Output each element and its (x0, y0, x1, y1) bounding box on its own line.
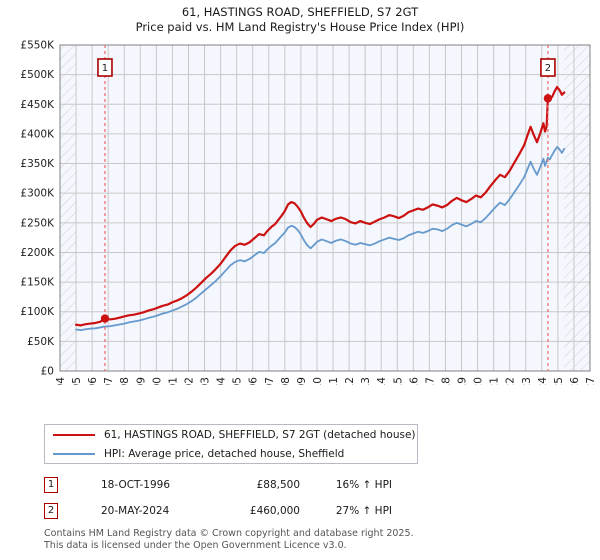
no-data-hatched-region (564, 45, 590, 371)
y-axis-tick-label: £100K (20, 306, 55, 318)
series-line-price-paid (74, 85, 566, 327)
plot-frame (59, 44, 591, 372)
x-axis-tick-label: 2015 (392, 377, 404, 385)
legend-item-hpi: HPI: Average price, detached house, Shef… (45, 444, 417, 463)
x-axis-tick-label: 2013 (360, 377, 372, 385)
x-axis-tick-label: 2024 (537, 377, 549, 385)
x-axis-tick-label: 2011 (328, 377, 340, 385)
y-axis-tick-label: £200K (20, 247, 55, 259)
x-axis-tick-label: 2000 (151, 377, 163, 385)
transaction-hpi-delta: 27% ↑ HPI (335, 505, 392, 517)
x-axis-tick-label: 2020 (473, 377, 485, 385)
footer-attribution: Contains HM Land Registry data © Crown c… (44, 528, 584, 551)
transaction-date: 20-MAY-2024 (101, 505, 170, 517)
table-row: 2 20-MAY-2024 £460,000 27% ↑ HPI (44, 498, 464, 524)
transaction-price: £460,000 (249, 505, 300, 517)
y-axis-tick-label: £500K (20, 69, 55, 81)
x-axis-tick-label: 2022 (505, 377, 517, 385)
transaction-date: 18-OCT-1996 (101, 479, 170, 491)
legend-label-price-paid: 61, HASTINGS ROAD, SHEFFIELD, S7 2GT (de… (104, 428, 416, 441)
x-axis-tick-label: 2019 (457, 377, 469, 385)
y-axis-tick-label: £350K (20, 158, 55, 170)
y-axis-tick-label: £400K (20, 128, 55, 140)
no-data-hatched-region (60, 45, 77, 371)
x-axis-tick-label: 1994 (55, 377, 67, 385)
y-axis-tick-label: £300K (20, 188, 55, 200)
y-axis-tick-label: £450K (20, 99, 55, 111)
event-marker-badge[interactable] (540, 58, 556, 77)
x-axis-tick-label: 2007 (264, 377, 276, 385)
page-title: 61, HASTINGS ROAD, SHEFFIELD, S7 2GT (181, 5, 419, 19)
footer-copyright-line: Contains HM Land Registry data © Crown c… (44, 528, 414, 539)
footer-licence-line: This data is licensed under the Open Gov… (44, 539, 347, 551)
x-axis-tick-label: 2012 (344, 377, 356, 385)
y-axis-tick-label: £550K (20, 40, 55, 52)
table-row: 1 18-OCT-1996 £88,500 16% ↑ HPI (44, 472, 464, 498)
x-axis-tick-label: 2009 (296, 377, 308, 385)
x-axis-tick-label: 2005 (232, 377, 244, 385)
event-marker-dot (543, 94, 553, 103)
event-marker-badge-label: 1 (102, 63, 108, 74)
x-axis-tick-label: 2026 (569, 377, 581, 385)
x-axis-tick-label: 1998 (119, 377, 131, 385)
x-axis-tick-label: 2018 (440, 377, 452, 385)
y-axis-tick-label: £0 (41, 366, 54, 378)
transaction-hpi-delta: 16% ↑ HPI (335, 479, 392, 491)
x-axis-tick-label: 2001 (167, 377, 179, 385)
x-axis-tick-label: 2023 (521, 377, 533, 385)
chart-plot-area: £0 £50K £100K £150K £200K £250K £300K £350K £400… (0, 40, 600, 385)
event-marker-badge[interactable] (97, 58, 113, 77)
x-axis-tick-label: 2003 (200, 377, 212, 385)
y-axis-tick-label: £250K (20, 217, 55, 229)
x-axis-tick-label: 2021 (489, 377, 501, 385)
x-axis-tick-label: 2017 (424, 377, 436, 385)
legend-swatch-price-paid (53, 433, 95, 436)
price-history-chart: £0 £50K £100K £150K £200K £250K £300K £350K £400… (20, 40, 597, 385)
x-axis-tick-label: 2014 (376, 377, 388, 385)
x-axis-tick-label: 2010 (312, 377, 324, 385)
legend-item-price-paid: 61, HASTINGS ROAD, SHEFFIELD, S7 2GT (de… (45, 425, 417, 444)
x-axis-tick-label: 2016 (408, 377, 420, 385)
event-marker-badge-label: 2 (545, 63, 551, 74)
x-axis-tick-label: 2006 (248, 377, 260, 385)
x-axis-tick-label: 1995 (71, 377, 83, 385)
x-axis-tick-label: 1997 (103, 377, 115, 385)
x-axis-tick-label: 2025 (553, 377, 565, 385)
transaction-index-badge: 1 (44, 477, 58, 493)
x-axis-tick-label: 2004 (216, 377, 228, 385)
event-marker-dot (100, 314, 110, 323)
legend-label-hpi: HPI: Average price, detached house, Shef… (104, 447, 345, 460)
transactions-table: 1 18-OCT-1996 £88,500 16% ↑ HPI 2 20-MAY… (44, 472, 464, 524)
x-axis-tick-label: 2002 (183, 377, 195, 385)
chart-legend: 61, HASTINGS ROAD, SHEFFIELD, S7 2GT (de… (44, 424, 418, 464)
x-axis-tick-label: 2027 (585, 377, 597, 385)
y-axis-tick-label: £150K (20, 277, 55, 289)
x-axis-tick-label: 1999 (135, 377, 147, 385)
plot-background (60, 45, 590, 371)
transaction-price: £88,500 (256, 479, 300, 491)
y-axis-tick-label: £50K (27, 336, 55, 348)
chart-title-block: 61, HASTINGS ROAD, SHEFFIELD, S7 2GT Pri… (0, 0, 600, 35)
x-axis-tick-label: 1996 (87, 377, 99, 385)
x-axis-tick-label: 2008 (280, 377, 292, 385)
legend-swatch-hpi (53, 452, 95, 455)
page-subtitle: Price paid vs. HM Land Registry's House … (135, 20, 465, 34)
transaction-index-badge: 2 (44, 503, 58, 519)
series-line-hpi (75, 146, 566, 332)
